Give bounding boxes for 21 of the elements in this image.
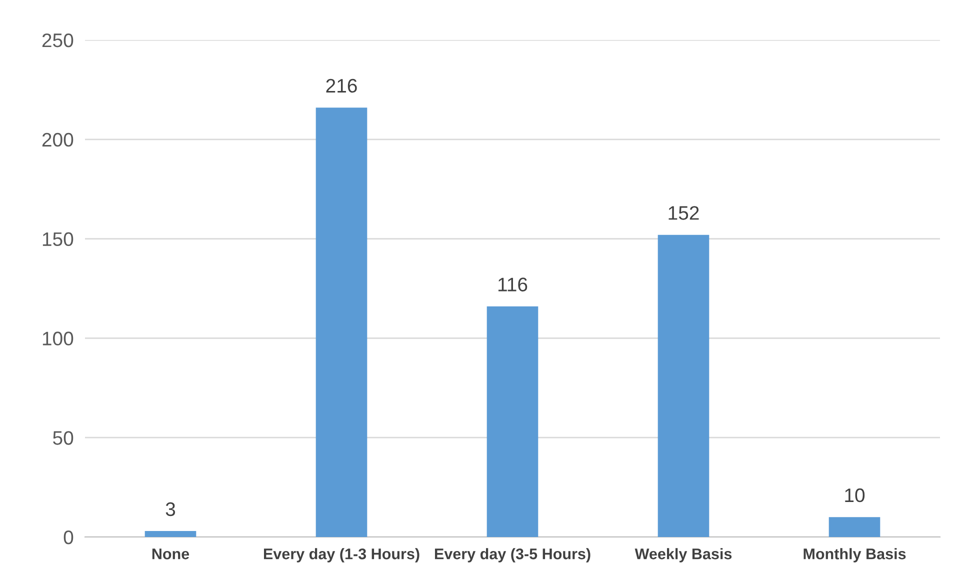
y-tick-label: 250 [42, 33, 74, 48]
bar [486, 306, 538, 537]
data-label: 3 [166, 502, 176, 516]
x-tick-label: Every day (1-3 Hours) [264, 548, 420, 562]
bar [658, 234, 710, 537]
y-tick-label: 50 [53, 431, 74, 445]
x-tick-label: None [152, 548, 190, 560]
y-tick-label: 0 [64, 530, 74, 544]
data-label: 216 [326, 78, 357, 93]
data-label: 152 [668, 206, 699, 220]
bar [144, 531, 196, 537]
data-label: 10 [845, 488, 865, 502]
x-tick-label: Monthly Basis [804, 548, 906, 562]
data-label: 116 [498, 278, 528, 292]
y-tick-label: 100 [42, 332, 74, 346]
y-tick-label: 200 [42, 132, 74, 147]
y-tick-label: 150 [42, 232, 74, 246]
bar [316, 108, 368, 537]
x-tick-label: Every day (3-5 Hours) [434, 548, 590, 562]
bar [828, 517, 880, 537]
x-tick-label: Weekly Basis [634, 548, 732, 562]
